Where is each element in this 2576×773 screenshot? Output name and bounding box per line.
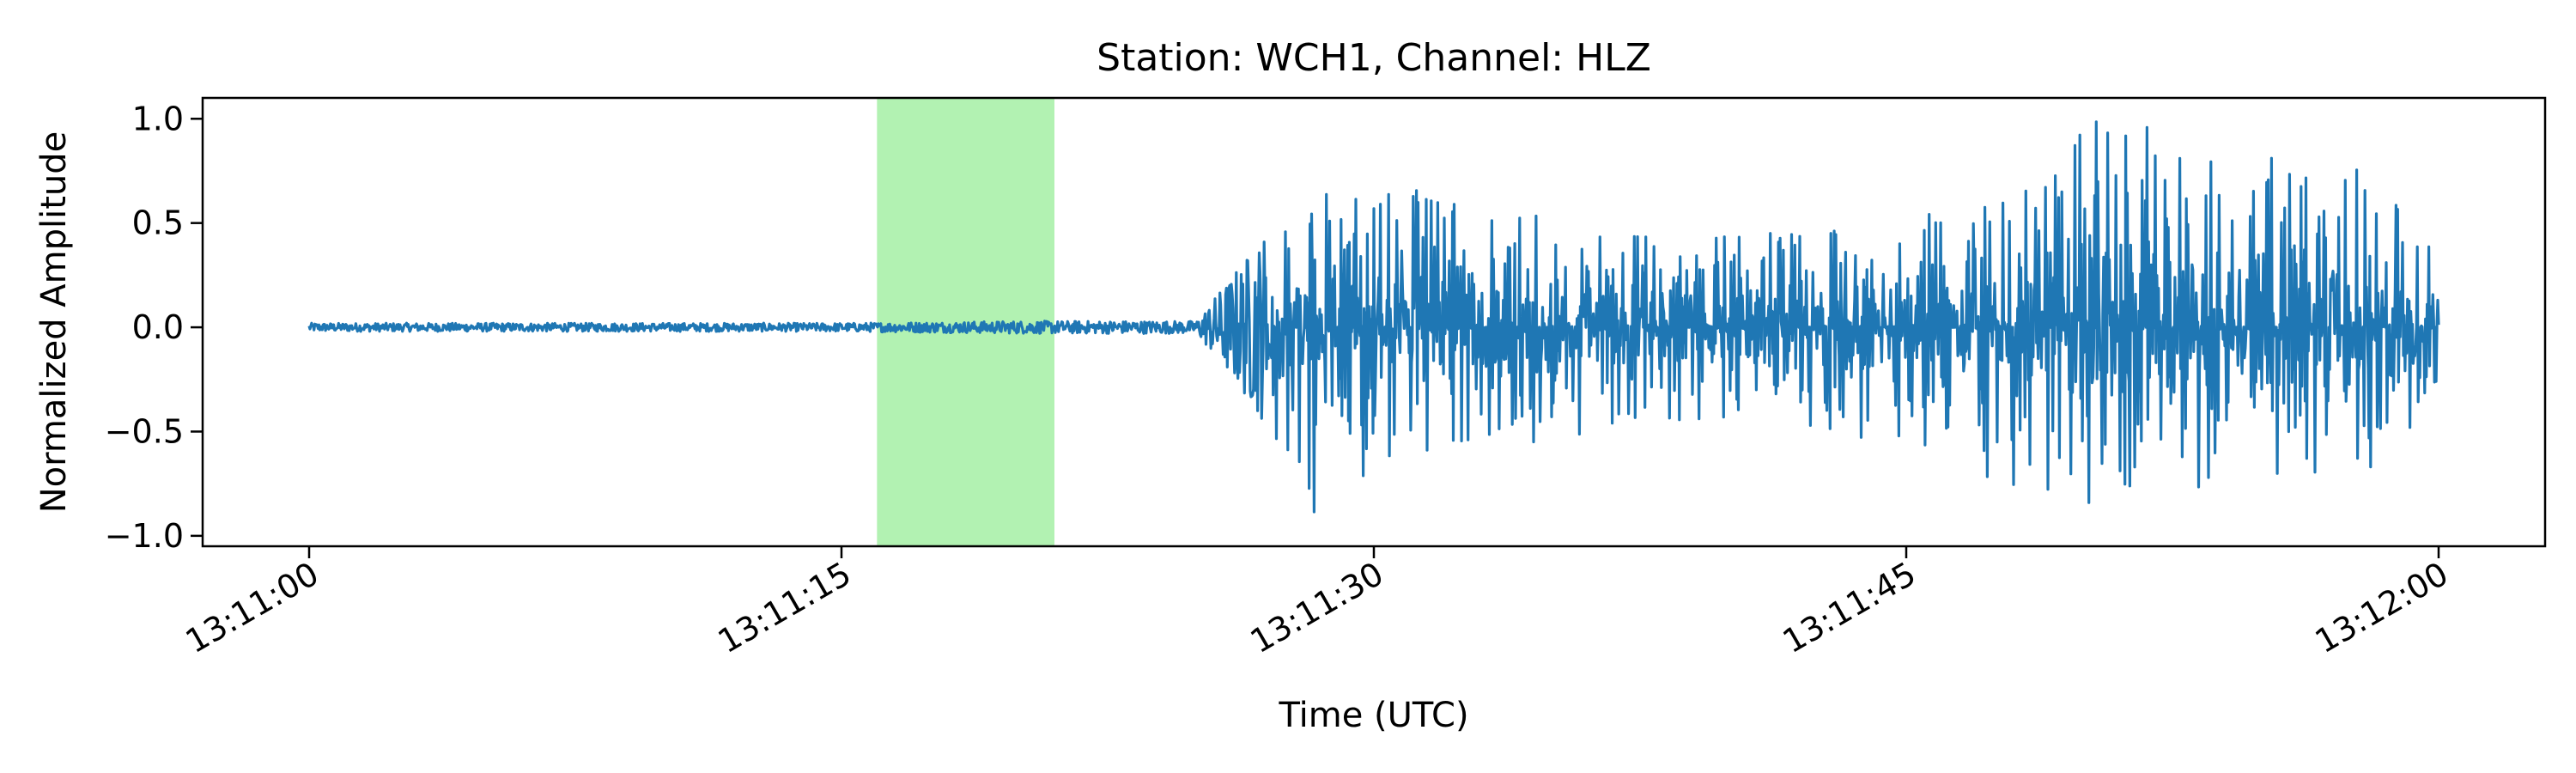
chart-title: Station: WCH1, Channel: HLZ [1097, 36, 1651, 80]
x-tick-label: 13:11:30 [1244, 555, 1390, 660]
x-tick-label: 13:11:00 [179, 555, 325, 660]
y-axis-label: Normalized Amplitude [34, 131, 74, 514]
y-tick-label: −0.5 [105, 412, 184, 450]
y-tick-label: 0.5 [132, 204, 184, 242]
plot-area [307, 98, 2440, 546]
y-tick-label: −1.0 [105, 517, 184, 555]
x-tick-label: 13:11:45 [1777, 555, 1923, 660]
waveform-series-0 [307, 120, 2440, 514]
y-axis: 1.0 0.5 0.0 −0.5 −1.0 [105, 100, 203, 555]
x-tick-label: 13:12:00 [2309, 555, 2455, 660]
y-tick-label: 0.0 [132, 308, 184, 346]
y-tick-label: 1.0 [132, 100, 184, 137]
x-tick-label: 13:11:15 [712, 555, 858, 660]
x-axis: 13:11:00 13:11:15 13:11:30 13:11:45 13:12:00 [179, 546, 2455, 660]
x-axis-label: Time (UTC) [1278, 696, 1468, 735]
highlight-window [877, 98, 1054, 546]
